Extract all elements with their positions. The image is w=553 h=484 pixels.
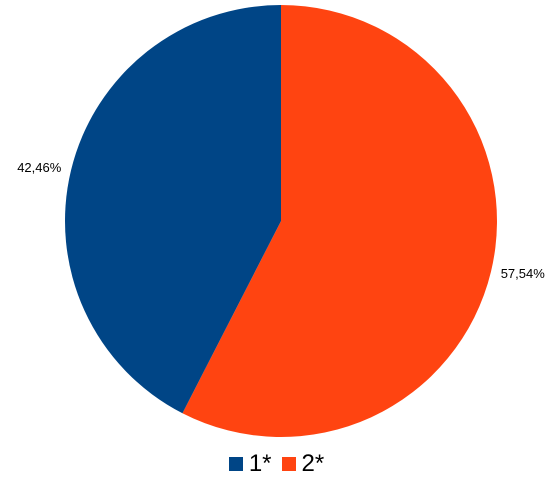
pie-slices xyxy=(64,4,497,437)
slice-value-label: 57,54% xyxy=(501,266,546,281)
legend-swatch-1 xyxy=(228,457,243,471)
legend-swatch-2 xyxy=(281,457,296,471)
legend-label-2: 2* xyxy=(301,450,325,477)
pie-slice-2 xyxy=(182,5,497,437)
pie-chart: 57,54% 42,46% xyxy=(17,4,545,437)
slice-value-label: 42,46% xyxy=(17,160,62,175)
slice-labels: 57,54% 42,46% xyxy=(17,160,545,281)
legend: 1* 2* xyxy=(0,452,553,476)
legend-item-2: 2* xyxy=(281,450,325,477)
legend-label-1: 1* xyxy=(248,450,272,477)
legend-item-1: 1* xyxy=(228,450,272,477)
pie-slice-1 xyxy=(64,4,281,414)
